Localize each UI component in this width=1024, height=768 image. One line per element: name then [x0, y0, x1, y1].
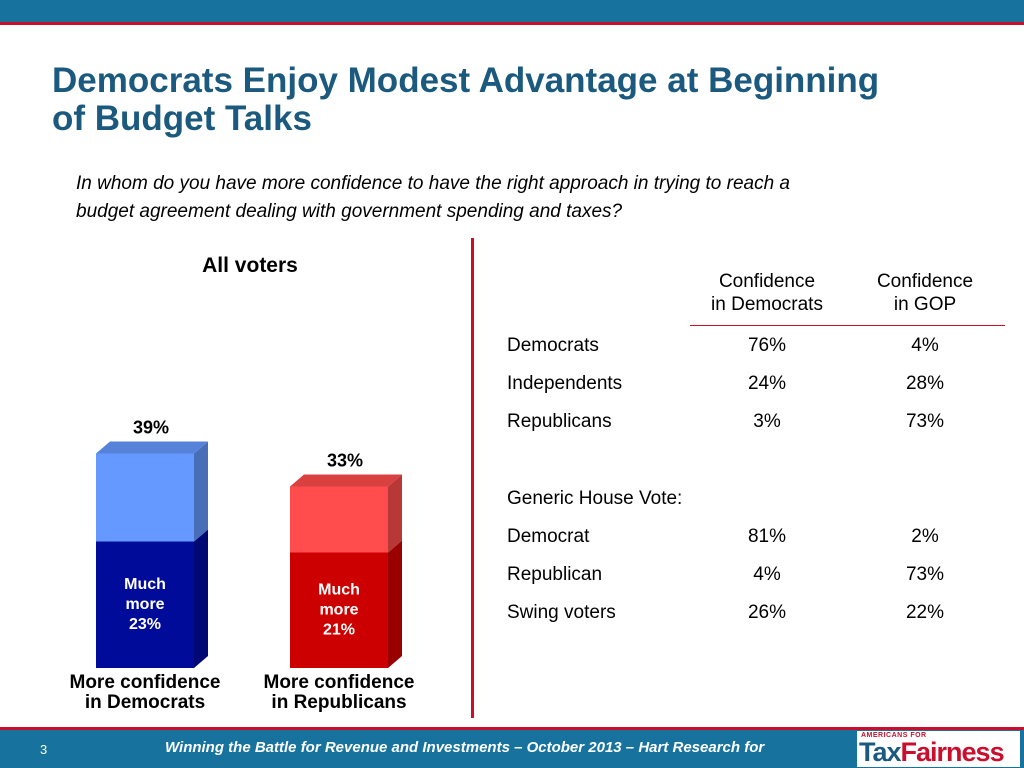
survey-question-line-2: budget agreement dealing with government…: [76, 201, 623, 222]
top-red-rule: [0, 22, 1024, 25]
cell-democrats-gop: 4%: [911, 335, 939, 356]
slide-title: Democrats Enjoy Modest Advantage at Begi…: [52, 62, 1012, 138]
bar-democrats-much-more-side: [194, 529, 208, 668]
logo-tagline: AMERICANS FOR: [861, 732, 927, 739]
category-label-democrats-line-1: More confidence: [70, 672, 221, 693]
page-number: 3: [40, 742, 48, 757]
cell-independents-dem: 24%: [747, 373, 787, 394]
category-label-republicans-line-1: More confidence: [264, 672, 415, 693]
vertical-divider: [471, 238, 474, 718]
slide-title-line-2: of Budget Talks: [52, 99, 312, 138]
bar-democrats-much-more: [96, 541, 194, 668]
cell-swing-voters-dem: 26%: [747, 602, 787, 623]
row-label-independents: Independents: [507, 373, 623, 394]
column-header-gop: Confidence in GOP: [840, 270, 1010, 316]
total-label-democrats: 39%: [133, 418, 169, 438]
inner-label-democrats-line-1: Much: [124, 576, 166, 593]
row-label-democrat: Democrat: [507, 526, 590, 547]
total-label-republicans: 33%: [327, 451, 363, 471]
cell-democrat-gop: 2%: [911, 526, 939, 547]
cell-swing-voters-gop: 22%: [905, 602, 945, 623]
cell-democrats-dem: 76%: [747, 335, 787, 356]
row-label-republican: Republican: [507, 564, 603, 585]
footer-band: [0, 730, 1024, 768]
bar-republicans-top-face: [290, 474, 402, 487]
column-header-democrats: Confidence in Democrats: [682, 270, 852, 316]
row-label-republicans: Republicans: [507, 411, 612, 432]
footer-text: Winning the Battle for Revenue and Inves…: [165, 739, 855, 756]
bottom-red-rule: [0, 727, 1024, 730]
logo-tax: Tax: [859, 737, 902, 767]
bar-democrats-somewhat-more: [96, 453, 194, 542]
cell-republicans-dem: 3%: [753, 411, 781, 432]
logo-wordmark: TaxFairness: [859, 737, 1005, 767]
footer-for: for: [744, 739, 765, 756]
americans-for-tax-fairness-logo: AMERICANS FOR TaxFairness: [857, 731, 1020, 767]
bar-democrats-top-face: [96, 441, 208, 454]
cell-republican-dem: 4%: [753, 564, 781, 585]
inner-label-democrats-line-3: 23%: [129, 616, 161, 633]
bar-republicans-much-more-side: [388, 540, 402, 668]
inner-label-republicans-line-2: more: [319, 601, 358, 618]
column-header-gop-line-1: Confidence: [876, 271, 974, 292]
category-label-republicans-line-2: in Republicans: [271, 692, 406, 713]
inner-label-republicans-line-1: Much: [318, 581, 360, 598]
category-label-democrats-line-2: in Democrats: [85, 692, 205, 713]
row-label-democrats: Democrats: [507, 335, 599, 356]
column-header-democrats-line-2: in Democrats: [711, 294, 823, 315]
footer-credit: Winning the Battle for Revenue and Inves…: [165, 739, 741, 756]
cell-republicans-gop: 73%: [905, 411, 945, 432]
section-label-generic-house-vote: Generic House Vote:: [507, 488, 683, 509]
cell-democrat-dem: 81%: [747, 526, 787, 547]
bar-republicans-somewhat-more: [290, 486, 388, 553]
logo-fairness: Fairness: [900, 737, 1005, 767]
survey-question-line-1: In whom do you have more confidence to h…: [76, 173, 790, 194]
column-header-rule: [690, 325, 1005, 326]
column-header-gop-line-2: in GOP: [893, 294, 957, 315]
top-banner: [0, 0, 1024, 22]
survey-question: In whom do you have more confidence to h…: [76, 170, 976, 226]
bar-democrats-somewhat-more-side: [194, 441, 208, 542]
cell-republican-gop: 73%: [905, 564, 945, 585]
column-header-democrats-line-1: Confidence: [718, 271, 816, 292]
row-label-swing-voters: Swing voters: [507, 602, 616, 623]
chart-title: All voters: [202, 254, 298, 277]
bar-republicans-somewhat-more-side: [388, 474, 402, 553]
inner-label-democrats-line-2: more: [125, 596, 164, 613]
cell-independents-gop: 28%: [905, 373, 945, 394]
bar-republicans-much-more: [290, 552, 388, 668]
inner-label-republicans-line-3: 21%: [323, 621, 355, 638]
slide-title-line-1: Democrats Enjoy Modest Advantage at Begi…: [52, 61, 880, 100]
